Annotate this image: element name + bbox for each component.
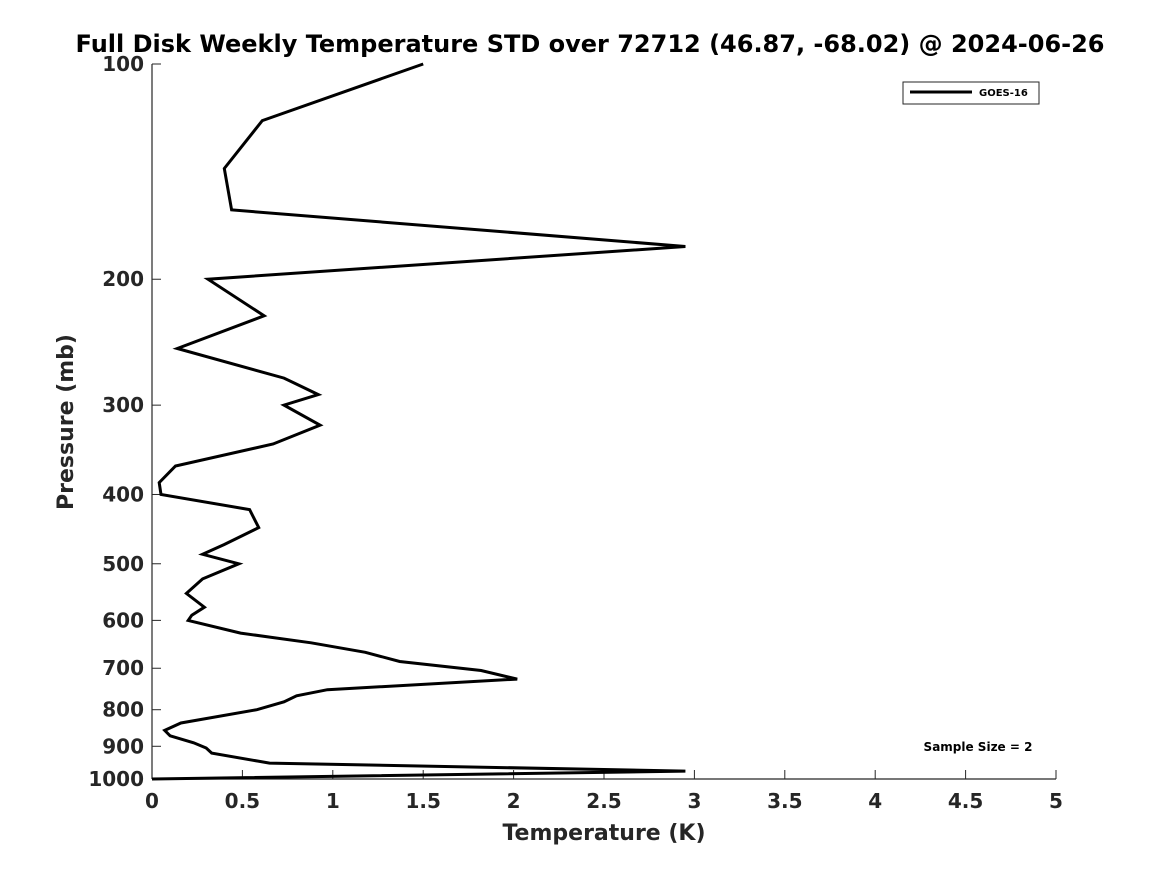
- x-axis-label: Temperature (K): [502, 821, 705, 846]
- x-tick-label: 1.5: [405, 789, 440, 813]
- x-tick-label: 4.5: [948, 789, 983, 813]
- x-axis-ticks: 0 0.5 1 1.5 2 2.5 3 3.5 4 4.5 5: [145, 770, 1063, 813]
- y-tick-label: 100: [102, 52, 144, 76]
- y-tick-label: 600: [102, 608, 144, 632]
- x-tick-label: 2: [507, 789, 521, 813]
- series-line-goes-16: [151, 62, 686, 781]
- x-tick-label: 5: [1049, 789, 1063, 813]
- x-tick-label: 2.5: [586, 789, 621, 813]
- legend-label: GOES-16: [979, 88, 1028, 99]
- chart-title: Full Disk Weekly Temperature STD over 72…: [76, 30, 1105, 58]
- series-lines: [151, 62, 686, 781]
- y-axis-ticks: 100 200 300 400 500 600 700 800 900 1000: [88, 52, 161, 791]
- y-tick-label: 700: [102, 656, 144, 680]
- sample-size-annotation: Sample Size = 2: [924, 740, 1033, 754]
- y-tick-label: 200: [102, 267, 144, 291]
- y-tick-label: 300: [102, 393, 144, 417]
- y-tick-label: 400: [102, 482, 144, 506]
- x-tick-label: 4: [868, 789, 882, 813]
- x-tick-label: 0: [145, 789, 159, 813]
- x-tick-label: 1: [326, 789, 340, 813]
- x-tick-label: 3: [687, 789, 701, 813]
- y-tick-label: 800: [102, 698, 144, 722]
- y-tick-label: 1000: [88, 767, 144, 791]
- y-tick-label: 500: [102, 552, 144, 576]
- x-tick-label: 0.5: [225, 789, 260, 813]
- y-tick-label: 900: [102, 734, 144, 758]
- x-tick-label: 3.5: [767, 789, 802, 813]
- legend: GOES-16: [902, 81, 1040, 105]
- y-axis-label: Pressure (mb): [54, 334, 79, 510]
